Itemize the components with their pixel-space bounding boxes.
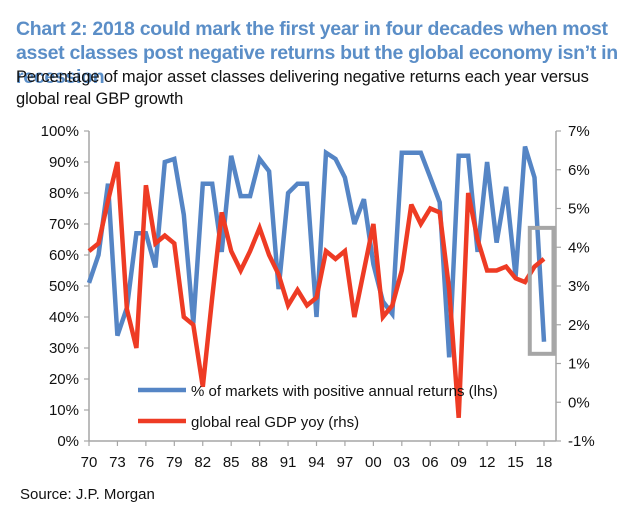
x-tick-label: 82: [194, 454, 211, 471]
legend-label-gdp: global real GDP yoy (rhs): [191, 414, 359, 431]
x-tick-label: 79: [166, 454, 183, 471]
left-tick-label: 90%: [49, 154, 79, 171]
left-tick-label: 0%: [57, 433, 79, 450]
x-tick-label: 18: [536, 454, 553, 471]
left-tick-label: 60%: [49, 247, 79, 264]
series-line-global-gdp: [87, 161, 546, 418]
x-tick-label: 76: [138, 454, 155, 471]
x-tick-label: 15: [507, 454, 524, 471]
x-tick-label: 85: [223, 454, 240, 471]
right-tick-label: 2%: [568, 317, 590, 334]
left-tick-label: 40%: [49, 309, 79, 326]
x-tick-label: 73: [109, 454, 126, 471]
right-tick-label: 7%: [568, 123, 590, 140]
left-tick-label: 30%: [49, 340, 79, 357]
highlight-box-2018: [527, 225, 556, 356]
right-tick-label: 1%: [568, 356, 590, 373]
left-tick-label: 50%: [49, 278, 79, 295]
right-y-axis: -1% 0% 1% 2% 3% 4% 5% 6% 7%: [555, 123, 595, 450]
left-tick-label: 100%: [41, 123, 79, 140]
x-tick-label: 06: [422, 454, 439, 471]
chart-title: Chart 2: 2018 could mark the first year …: [16, 18, 618, 88]
x-tick-label: 03: [393, 454, 410, 471]
source-note: Source: J.P. Morgan: [20, 486, 155, 503]
right-tick-label: 0%: [568, 394, 590, 411]
x-tick-label: 88: [251, 454, 268, 471]
series-layer: [86, 145, 547, 418]
right-tick-label: 6%: [568, 162, 590, 179]
left-y-axis: 0% 10% 20% 30% 40% 50% 60% 70% 80% 90% 100%: [41, 123, 90, 450]
series-line-markets-positive: [86, 145, 547, 358]
right-tick-label: 3%: [568, 278, 590, 295]
left-tick-label: 80%: [49, 185, 79, 202]
right-tick-label: 4%: [568, 239, 590, 256]
legend-label-markets: % of markets with positive annual return…: [191, 383, 498, 400]
chart-subtitle: Percentage of major asset classes delive…: [16, 68, 589, 108]
left-tick-label: 10%: [49, 402, 79, 419]
x-tick-label: 00: [365, 454, 382, 471]
x-axis: 70 73 76 79 82 85 88 91 94 97 00 03 06 09 12 15 18: [81, 440, 556, 471]
x-tick-label: 70: [81, 454, 98, 471]
right-tick-label: 5%: [568, 201, 590, 218]
left-tick-label: 20%: [49, 371, 79, 388]
x-tick-label: 97: [337, 454, 354, 471]
right-tick-label: -1%: [568, 433, 595, 450]
legend: % of markets with positive annual return…: [138, 383, 498, 431]
x-tick-label: 94: [308, 454, 325, 471]
x-tick-label: 12: [479, 454, 496, 471]
x-tick-label: 09: [450, 454, 467, 471]
x-tick-label: 91: [280, 454, 297, 471]
left-tick-label: 70%: [49, 216, 79, 233]
